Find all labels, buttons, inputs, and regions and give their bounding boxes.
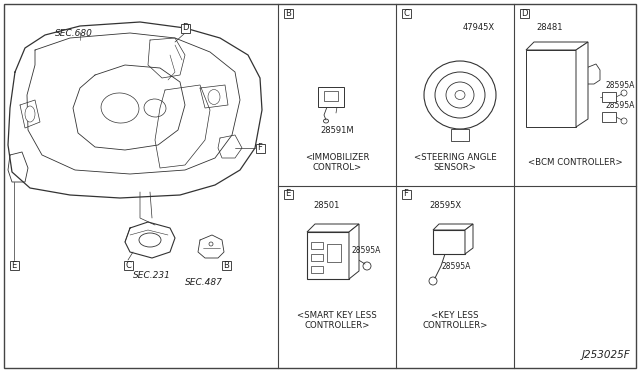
Text: B: B bbox=[223, 260, 229, 269]
Text: <STEERING ANGLE: <STEERING ANGLE bbox=[413, 153, 497, 162]
Text: SEC.487: SEC.487 bbox=[185, 278, 223, 287]
Text: SEC.680: SEC.680 bbox=[55, 29, 93, 38]
Text: F: F bbox=[257, 144, 262, 153]
Bar bbox=[307, 232, 349, 279]
Bar bbox=[255, 144, 264, 153]
Text: 47945X: 47945X bbox=[463, 23, 495, 32]
Bar bbox=[284, 9, 292, 17]
Polygon shape bbox=[433, 224, 473, 230]
Bar bbox=[311, 242, 323, 249]
Polygon shape bbox=[465, 224, 473, 254]
Text: CONTROLLER>: CONTROLLER> bbox=[304, 321, 370, 330]
Text: <KEY LESS: <KEY LESS bbox=[431, 311, 479, 320]
Text: <IMMOBILIZER: <IMMOBILIZER bbox=[305, 153, 369, 162]
Bar bbox=[602, 112, 616, 122]
Text: CONTROL>: CONTROL> bbox=[312, 163, 362, 172]
Bar bbox=[602, 92, 616, 102]
Text: 28595A: 28595A bbox=[352, 246, 381, 255]
Ellipse shape bbox=[446, 82, 474, 108]
Ellipse shape bbox=[208, 90, 220, 105]
Bar bbox=[284, 189, 292, 199]
Ellipse shape bbox=[323, 119, 328, 123]
Bar bbox=[526, 50, 576, 127]
Ellipse shape bbox=[455, 90, 465, 99]
Text: D: D bbox=[521, 9, 527, 17]
Text: E: E bbox=[12, 260, 17, 269]
Circle shape bbox=[621, 118, 627, 124]
Bar bbox=[401, 9, 410, 17]
Text: 28501: 28501 bbox=[314, 201, 340, 210]
Text: 28481: 28481 bbox=[536, 23, 563, 32]
Text: 28595X: 28595X bbox=[429, 201, 461, 210]
Text: J253025F: J253025F bbox=[581, 350, 630, 360]
Text: D: D bbox=[182, 23, 188, 32]
Ellipse shape bbox=[435, 72, 485, 118]
Text: <SMART KEY LESS: <SMART KEY LESS bbox=[297, 311, 377, 320]
Ellipse shape bbox=[144, 99, 166, 117]
Bar bbox=[318, 87, 344, 107]
Text: B: B bbox=[285, 9, 291, 17]
Polygon shape bbox=[349, 224, 359, 279]
Text: 28595A: 28595A bbox=[441, 262, 470, 271]
Bar bbox=[311, 254, 323, 261]
Polygon shape bbox=[526, 42, 588, 50]
Text: E: E bbox=[285, 189, 291, 199]
Text: <BCM CONTROLLER>: <BCM CONTROLLER> bbox=[528, 158, 622, 167]
Bar bbox=[324, 91, 338, 101]
Text: 28591M: 28591M bbox=[320, 126, 354, 135]
Circle shape bbox=[621, 90, 627, 96]
Bar bbox=[124, 260, 132, 269]
Text: C: C bbox=[125, 260, 131, 269]
Text: F: F bbox=[404, 189, 408, 199]
Bar bbox=[180, 23, 189, 32]
Bar bbox=[520, 9, 529, 17]
Circle shape bbox=[429, 277, 437, 285]
Bar bbox=[433, 230, 465, 254]
Text: 28595A: 28595A bbox=[605, 81, 634, 90]
Bar bbox=[311, 266, 323, 273]
Bar bbox=[327, 244, 341, 262]
Text: 28595A: 28595A bbox=[605, 101, 634, 110]
Bar bbox=[451, 129, 469, 141]
Polygon shape bbox=[307, 224, 359, 232]
Ellipse shape bbox=[139, 233, 161, 247]
Polygon shape bbox=[576, 42, 588, 127]
Ellipse shape bbox=[25, 106, 35, 122]
Circle shape bbox=[363, 262, 371, 270]
Circle shape bbox=[209, 242, 213, 246]
Text: SEC.231: SEC.231 bbox=[133, 271, 171, 280]
Bar bbox=[401, 189, 410, 199]
Bar bbox=[221, 260, 230, 269]
Text: C: C bbox=[403, 9, 409, 17]
Ellipse shape bbox=[101, 93, 139, 123]
Bar bbox=[10, 260, 19, 269]
Ellipse shape bbox=[424, 61, 496, 129]
Text: SENSOR>: SENSOR> bbox=[433, 163, 476, 172]
Text: CONTROLLER>: CONTROLLER> bbox=[422, 321, 488, 330]
